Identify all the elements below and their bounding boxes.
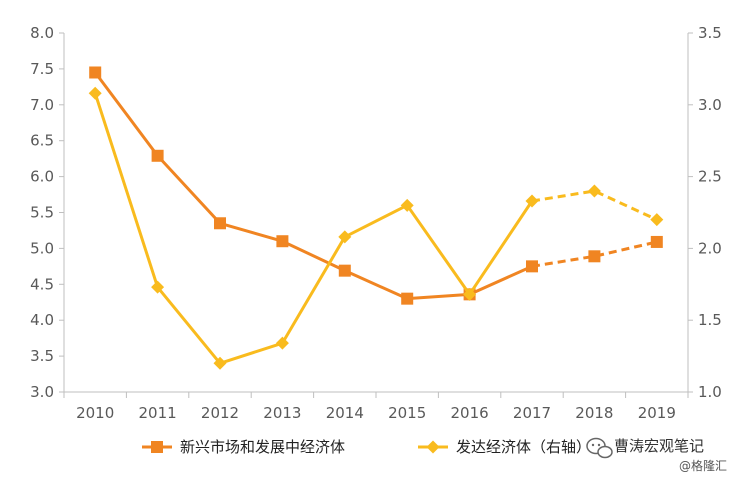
data-point bbox=[89, 66, 102, 79]
data-point bbox=[214, 217, 226, 230]
data-point bbox=[338, 264, 351, 277]
right-tick-label: 3.5 bbox=[698, 24, 722, 42]
data-point bbox=[338, 230, 352, 244]
series-layer bbox=[88, 66, 664, 370]
data-point bbox=[400, 198, 414, 212]
x-tick-label: 2010 bbox=[76, 404, 114, 422]
data-point bbox=[276, 235, 289, 248]
series-2 bbox=[88, 86, 664, 370]
left-axis-ticks: 3.0 3.5 4.0 4.5 5.0 5.5 6.0 6.5 7.0 7.5 8.0 bbox=[30, 24, 64, 401]
legend-item-2: 发达经济体（右轴） bbox=[418, 438, 591, 456]
right-tick-label: 1.0 bbox=[698, 383, 722, 401]
data-point bbox=[588, 250, 601, 263]
left-tick-label: 3.0 bbox=[30, 383, 54, 401]
right-tick-label: 3.0 bbox=[698, 96, 722, 114]
x-tick-label: 2013 bbox=[263, 404, 301, 422]
data-point bbox=[151, 149, 164, 162]
left-tick-label: 8.0 bbox=[30, 24, 54, 42]
data-point bbox=[275, 336, 289, 350]
left-tick-label: 7.5 bbox=[30, 60, 54, 78]
right-tick-label: 2.0 bbox=[698, 239, 722, 257]
legend-label: 新兴市场和发展中经济体 bbox=[180, 438, 345, 456]
data-point bbox=[650, 235, 663, 248]
right-tick-label: 1.5 bbox=[698, 311, 722, 329]
legend-marker bbox=[426, 440, 440, 454]
x-tick-label: 2016 bbox=[451, 404, 489, 422]
x-tick-label: 2015 bbox=[388, 404, 426, 422]
left-tick-label: 5.0 bbox=[30, 239, 54, 257]
left-tick-label: 6.5 bbox=[30, 132, 54, 150]
data-point bbox=[151, 280, 165, 294]
left-tick-label: 3.5 bbox=[30, 347, 54, 365]
data-point bbox=[401, 292, 414, 305]
data-point bbox=[463, 287, 477, 301]
data-point bbox=[88, 86, 102, 100]
left-tick-label: 4.5 bbox=[30, 275, 54, 293]
x-tick-label: 2019 bbox=[638, 404, 676, 422]
x-tick-label: 2018 bbox=[575, 404, 613, 422]
legend-marker bbox=[151, 441, 163, 453]
left-tick-label: 5.5 bbox=[30, 204, 54, 222]
right-tick-label: 2.5 bbox=[698, 168, 722, 186]
data-point bbox=[650, 213, 664, 227]
series-line bbox=[93, 71, 533, 301]
data-point bbox=[587, 184, 601, 198]
data-point bbox=[213, 356, 227, 370]
series-line-projected bbox=[531, 189, 658, 222]
legend-label: 发达经济体（右轴） bbox=[456, 438, 591, 456]
watermark-name: 曹涛宏观笔记 bbox=[614, 437, 704, 455]
x-tick-label: 2014 bbox=[326, 404, 364, 422]
right-axis-ticks: 1.0 1.5 2.0 2.5 3.0 3.5 bbox=[688, 24, 722, 401]
legend-item-1: 新兴市场和发展中经济体 bbox=[142, 438, 345, 456]
series-line-projected bbox=[531, 240, 658, 268]
wechat-icon bbox=[586, 437, 613, 459]
watermark-sub: @格隆汇 bbox=[679, 458, 727, 473]
data-point bbox=[525, 194, 539, 208]
series-1 bbox=[89, 66, 663, 305]
series-line bbox=[93, 92, 534, 365]
axes bbox=[63, 33, 689, 393]
x-axis-ticks: 2010 2011 2012 2013 2014 2015 2016 2017 2018 2019 bbox=[63, 392, 689, 422]
x-tick-label: 2011 bbox=[139, 404, 177, 422]
legend: 新兴市场和发展中经济体 发达经济体（右轴） bbox=[142, 438, 591, 456]
x-tick-label: 2012 bbox=[201, 404, 239, 422]
left-tick-label: 6.0 bbox=[30, 168, 54, 186]
left-tick-label: 4.0 bbox=[30, 311, 54, 329]
left-tick-label: 7.0 bbox=[30, 96, 54, 114]
x-tick-label: 2017 bbox=[513, 404, 551, 422]
watermark: 曹涛宏观笔记 @格隆汇 bbox=[586, 437, 727, 473]
data-point bbox=[526, 260, 538, 273]
